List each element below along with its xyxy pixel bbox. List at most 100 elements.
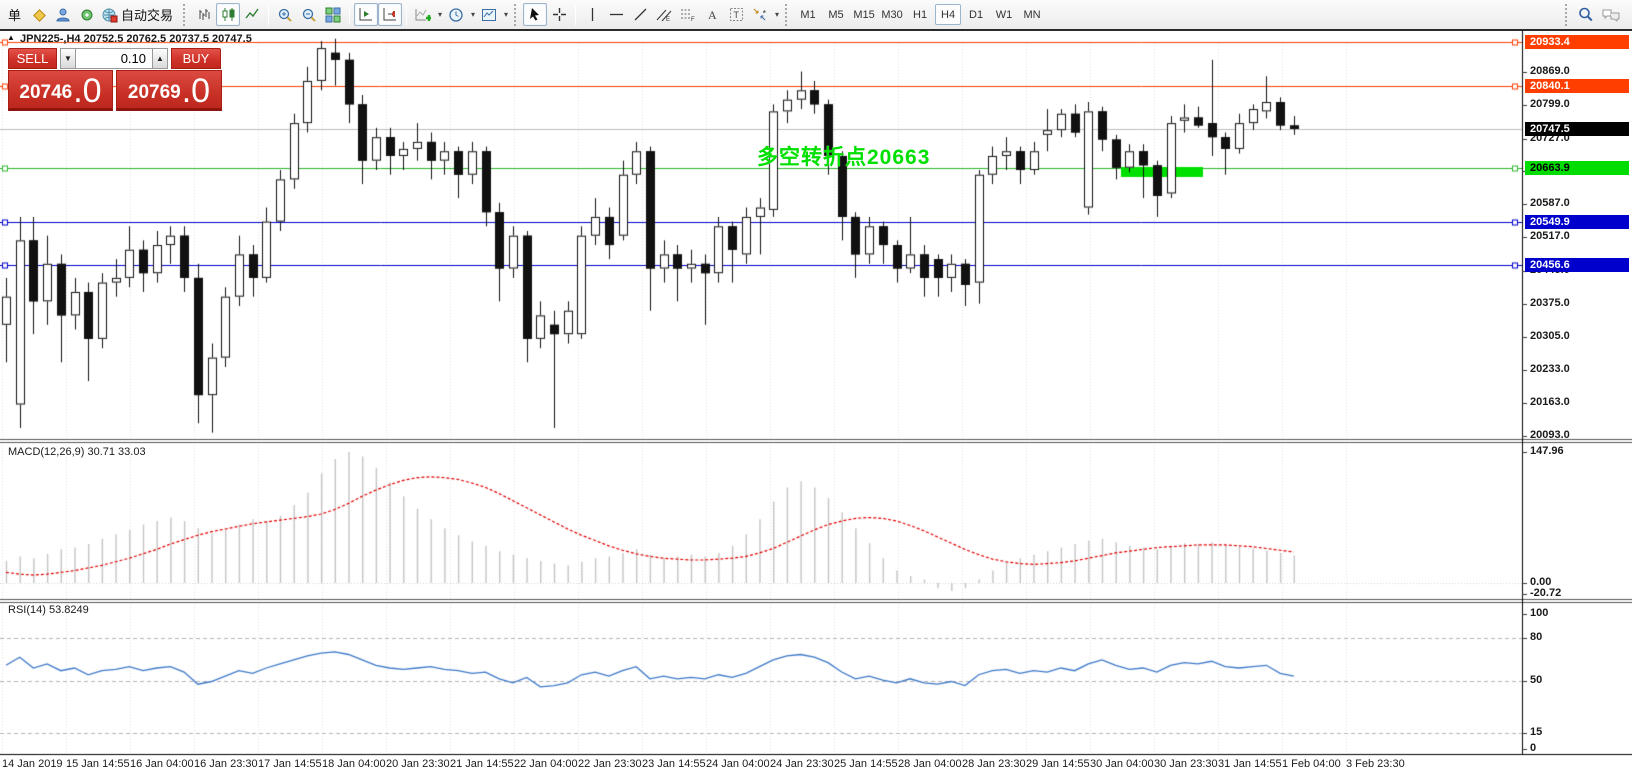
sell-button[interactable]: SELL	[8, 48, 57, 69]
arrows-button[interactable]	[748, 3, 772, 26]
sell-price-main: 20746	[19, 82, 73, 103]
timeframe-w1[interactable]: W1	[995, 8, 1013, 21]
indicator-icon	[415, 7, 432, 23]
fibonacci-button[interactable]: F	[676, 3, 700, 26]
time-axis-label: 17 Jan 14:55	[258, 758, 322, 770]
autotrade-button-label: 自动交易	[121, 8, 174, 23]
periods-button[interactable]	[444, 3, 468, 26]
time-axis-label: 29 Jan 14:55	[1026, 758, 1090, 770]
svg-text:E: E	[666, 17, 670, 22]
volume-increase-button[interactable]: ▲	[152, 48, 168, 69]
timeframe-m5[interactable]: M5	[828, 8, 844, 21]
line-chart-button[interactable]	[240, 3, 264, 26]
chat-button[interactable]	[1598, 3, 1624, 26]
zoom-out-icon	[301, 7, 317, 23]
chart-canvas[interactable]	[0, 31, 1632, 773]
trendline-button[interactable]	[628, 3, 652, 26]
search-button[interactable]	[1574, 3, 1598, 26]
indicators-button[interactable]	[411, 3, 435, 26]
crosshair-button[interactable]	[547, 3, 571, 26]
arrows-icon	[752, 7, 768, 22]
timeframe-h4[interactable]: H4	[935, 4, 962, 25]
templates-button[interactable]	[477, 3, 501, 26]
label-button[interactable]: T	[724, 3, 748, 26]
timeframe-mn[interactable]: MN	[1023, 8, 1041, 21]
toolbar-grip[interactable]	[183, 3, 188, 26]
cursor-icon	[528, 7, 542, 22]
crosshair-icon	[552, 7, 567, 22]
price-axis-tick: 20305.0	[1530, 330, 1570, 342]
cursor-button[interactable]	[523, 3, 548, 26]
toolbar-grip[interactable]	[1565, 3, 1570, 26]
search-icon	[1577, 6, 1595, 23]
channel-button[interactable]: E	[652, 3, 676, 26]
time-axis-label: 28 Jan 23:30	[962, 758, 1026, 770]
toolbar-group: E F A T ▾	[580, 0, 781, 29]
buy-price-button[interactable]: 20769 .0	[116, 70, 222, 111]
mql5-icon[interactable]	[27, 3, 51, 26]
toolbar-group	[273, 0, 345, 29]
toolbar-group	[354, 0, 403, 29]
text-button[interactable]: A	[700, 3, 724, 26]
time-axis-label: 20 Jan 23:30	[386, 758, 450, 770]
channel-icon: E	[656, 7, 672, 22]
templates-button-dropdown-caret[interactable]: ▾	[504, 10, 509, 19]
chart-shift-button[interactable]	[354, 3, 379, 26]
tile-windows-button[interactable]	[321, 3, 345, 26]
timeframe-d1[interactable]: D1	[969, 8, 984, 21]
person-icon	[55, 7, 71, 23]
price-axis-badge: 20933.4	[1525, 35, 1629, 49]
orders-label: 单	[8, 8, 22, 23]
buy-price-main: 20769	[127, 82, 181, 103]
diamond-icon	[31, 7, 47, 23]
zoom-out-button[interactable]	[297, 3, 321, 26]
sell-price-button[interactable]: 20746 .0	[8, 70, 113, 111]
chart-marker-icon: ▲	[7, 33, 15, 42]
timeframe-m15[interactable]: M15	[853, 8, 875, 21]
toolbar-separator	[406, 4, 408, 25]
price-axis-badge: 20456.6	[1525, 258, 1629, 272]
volume-input[interactable]: 0.10	[76, 48, 152, 69]
text-a-icon: A	[706, 8, 719, 22]
timeframe-m1[interactable]: M1	[800, 8, 816, 21]
signals-icon[interactable]	[75, 3, 99, 26]
bars-icon	[197, 7, 212, 22]
volume-decrease-button[interactable]: ▼	[60, 48, 76, 69]
time-axis-label: 15 Jan 14:55	[66, 758, 130, 770]
price-axis-tick: 20587.0	[1530, 197, 1570, 209]
template-icon	[481, 7, 497, 23]
price-axis-badge: 20663.9	[1525, 161, 1629, 175]
price-axis-tick: 20375.0	[1530, 297, 1570, 309]
hline-button[interactable]	[604, 3, 628, 26]
candlestick-button[interactable]	[216, 3, 241, 26]
bar-chart-button[interactable]	[192, 3, 216, 26]
arrows-button-dropdown-caret[interactable]: ▾	[775, 10, 780, 19]
periods-button-dropdown-caret[interactable]: ▾	[471, 10, 476, 19]
price-axis-tick: 20093.0	[1530, 429, 1570, 441]
time-axis-label: 23 Jan 14:55	[642, 758, 706, 770]
zoom-in-button[interactable]	[273, 3, 297, 26]
timeframe-h1[interactable]: H1	[913, 8, 928, 21]
shift-icon	[358, 7, 374, 22]
time-axis-label: 14 Jan 2019	[2, 758, 63, 770]
zoom-in-icon	[277, 7, 293, 23]
toolbar-group	[192, 0, 264, 29]
vline-button[interactable]	[580, 3, 604, 26]
orders[interactable]: 单	[2, 3, 27, 26]
indicators-button-dropdown-caret[interactable]: ▾	[438, 10, 443, 19]
auto-scroll-button[interactable]	[378, 3, 403, 26]
linechart-icon	[244, 7, 260, 22]
time-axis-label: 22 Jan 23:30	[578, 758, 642, 770]
timeframe-m30[interactable]: M30	[881, 8, 903, 21]
buy-button[interactable]: BUY	[171, 48, 221, 69]
toolbar-grip[interactable]	[785, 3, 790, 26]
svg-text:F: F	[691, 17, 695, 22]
community-icon[interactable]	[51, 3, 75, 26]
time-axis-label: 16 Jan 04:00	[130, 758, 194, 770]
hline-icon	[609, 8, 624, 21]
toolbar-grip[interactable]	[514, 3, 519, 26]
toolbar-separator	[575, 4, 577, 25]
rsi-axis-tick: 80	[1530, 631, 1543, 643]
time-axis-label: 21 Jan 14:55	[450, 758, 514, 770]
autotrade-button[interactable]: 自动交易	[99, 3, 179, 26]
